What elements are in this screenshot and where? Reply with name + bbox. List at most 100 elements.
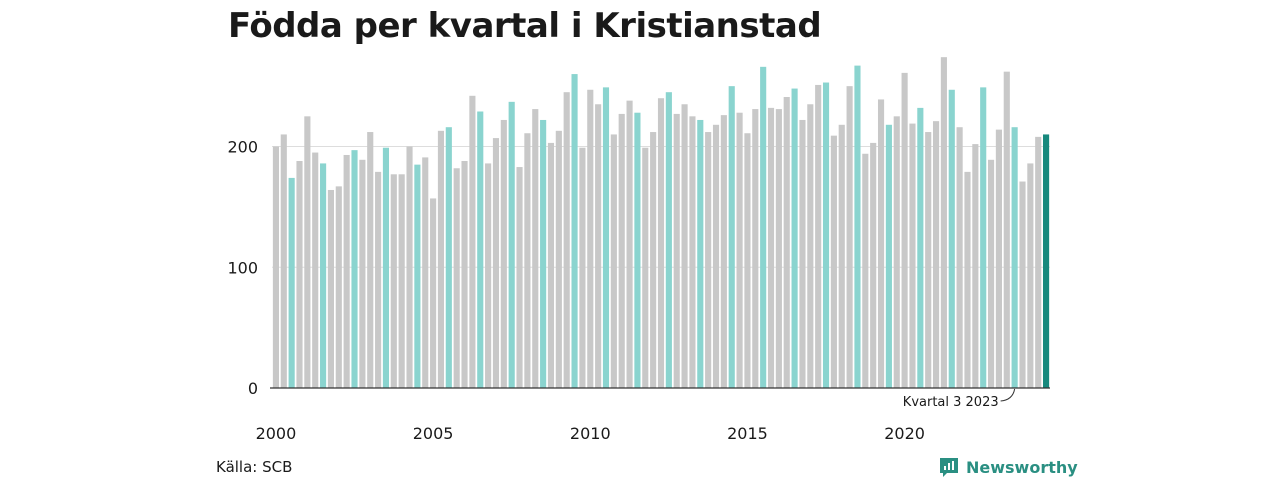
bar-2008-q1 [524,133,531,388]
bar-2015-q4 [767,107,775,388]
bar-2012-q3 [665,92,672,388]
bar-2024-q3 [1043,134,1050,388]
bar-2005-q3 [445,127,452,388]
bar-2008-q2 [532,109,539,388]
bar-2017-q4 [830,135,837,388]
bar-2016-q1 [775,109,782,388]
bar-2013-q2 [689,116,696,388]
bar-2015-q2 [752,109,759,388]
bar-2011-q3 [634,112,641,389]
bar-2015-q1 [744,133,751,388]
bar-2010-q1 [587,89,594,389]
bar-2007-q1 [492,138,500,388]
bar-2024-q1 [1027,163,1034,388]
bar-2022-q3 [980,87,987,389]
bar-2024-q2 [1035,136,1042,388]
y-tick-label: 100 [227,258,258,277]
bar-2018-q4 [862,153,869,388]
bar-2022-q2 [972,144,979,388]
bar-2020-q1 [901,72,908,389]
bar-2011-q2 [626,100,633,388]
bar-2001-q3 [320,163,327,388]
bar-2007-q3 [508,101,515,388]
bar-2002-q3 [351,150,358,388]
bar-2012-q1 [650,132,657,388]
annotation: Kvartal 3 2023 [903,388,1016,410]
bar-2021-q4 [956,127,963,388]
newsworthy-logo-icon [940,458,958,477]
bar-2012-q2 [657,98,665,388]
bar-2022-q4 [988,159,995,388]
bar-2003-q2 [375,171,382,388]
bar-2017-q3 [822,82,830,388]
annotation-arrow [1000,388,1016,402]
x-tick-label: 2010 [570,424,611,443]
bar-2000-q2 [280,134,287,388]
bar-2020-q4 [925,132,932,388]
bar-2016-q2 [783,97,790,388]
bar-2019-q4 [893,116,900,388]
bar-2022-q1 [964,171,971,388]
brand: Newsworthy [938,456,1078,478]
bar-2006-q3 [477,111,484,388]
bar-2010-q4 [610,134,617,388]
bar-2013-q4 [705,132,712,388]
bar-2021-q3 [948,89,955,389]
bar-2018-q2 [846,86,853,389]
brand-name: Newsworthy [966,457,1078,477]
bar-2006-q4 [485,163,492,388]
bar-2010-q3 [602,87,610,389]
bar-2009-q4 [579,147,586,388]
bar-2016-q4 [799,119,806,389]
bar-2005-q4 [453,168,460,388]
bar-2007-q2 [500,119,507,389]
bar-2004-q2 [406,146,413,388]
bar-2013-q1 [681,104,688,388]
bar-2000-q1 [272,146,279,388]
bar-2001-q1 [304,116,311,388]
x-tick-label: 2005 [413,424,454,443]
bar-2018-q1 [838,124,845,388]
bar-2001-q2 [312,152,319,388]
bar-2021-q1 [932,121,940,388]
bar-2016-q3 [791,88,798,388]
bar-2011-q4 [642,147,649,388]
bar-2017-q1 [807,104,814,388]
bar-2014-q3 [728,86,735,389]
bar-2000-q4 [296,161,303,388]
source-label: Källa: SCB [216,458,293,476]
bar-2023-q2 [1003,71,1010,388]
bar-2002-q4 [359,159,366,388]
bar-2006-q2 [469,95,476,388]
page-title: Födda per kvartal i Kristianstad [228,6,822,46]
x-tick-label: 2020 [884,424,925,443]
bar-2000-q3 [288,177,295,388]
axes: 0 100 200 2000 2005 2010 2015 2020 [227,138,1050,443]
annotation-label: Kvartal 3 2023 [903,395,999,410]
bar-2001-q4 [327,189,334,388]
y-tick-label: 0 [248,379,258,398]
bar-2010-q2 [595,104,602,388]
bar-2009-q3 [571,74,578,388]
bar-2023-q3 [1011,127,1018,388]
bar-2015-q3 [760,66,767,388]
bar-2004-q1 [398,174,405,388]
bar-2006-q1 [461,161,468,388]
bar-2008-q4 [547,142,555,388]
y-tick-label: 200 [227,138,258,157]
bar-2004-q4 [422,157,429,388]
bar-2009-q1 [555,130,562,388]
bar-2019-q3 [885,124,892,388]
bar-2002-q1 [335,186,342,388]
bar-2004-q3 [414,164,421,388]
bar-2013-q3 [697,119,704,389]
bar-2014-q2 [720,115,727,388]
bar-2003-q4 [390,174,397,388]
bar-2007-q4 [516,167,523,388]
bar-2003-q3 [382,147,390,388]
bar-2023-q1 [995,129,1002,389]
bar-2017-q2 [815,84,822,388]
bar-2014-q1 [712,124,720,388]
bar-2019-q1 [870,142,877,388]
